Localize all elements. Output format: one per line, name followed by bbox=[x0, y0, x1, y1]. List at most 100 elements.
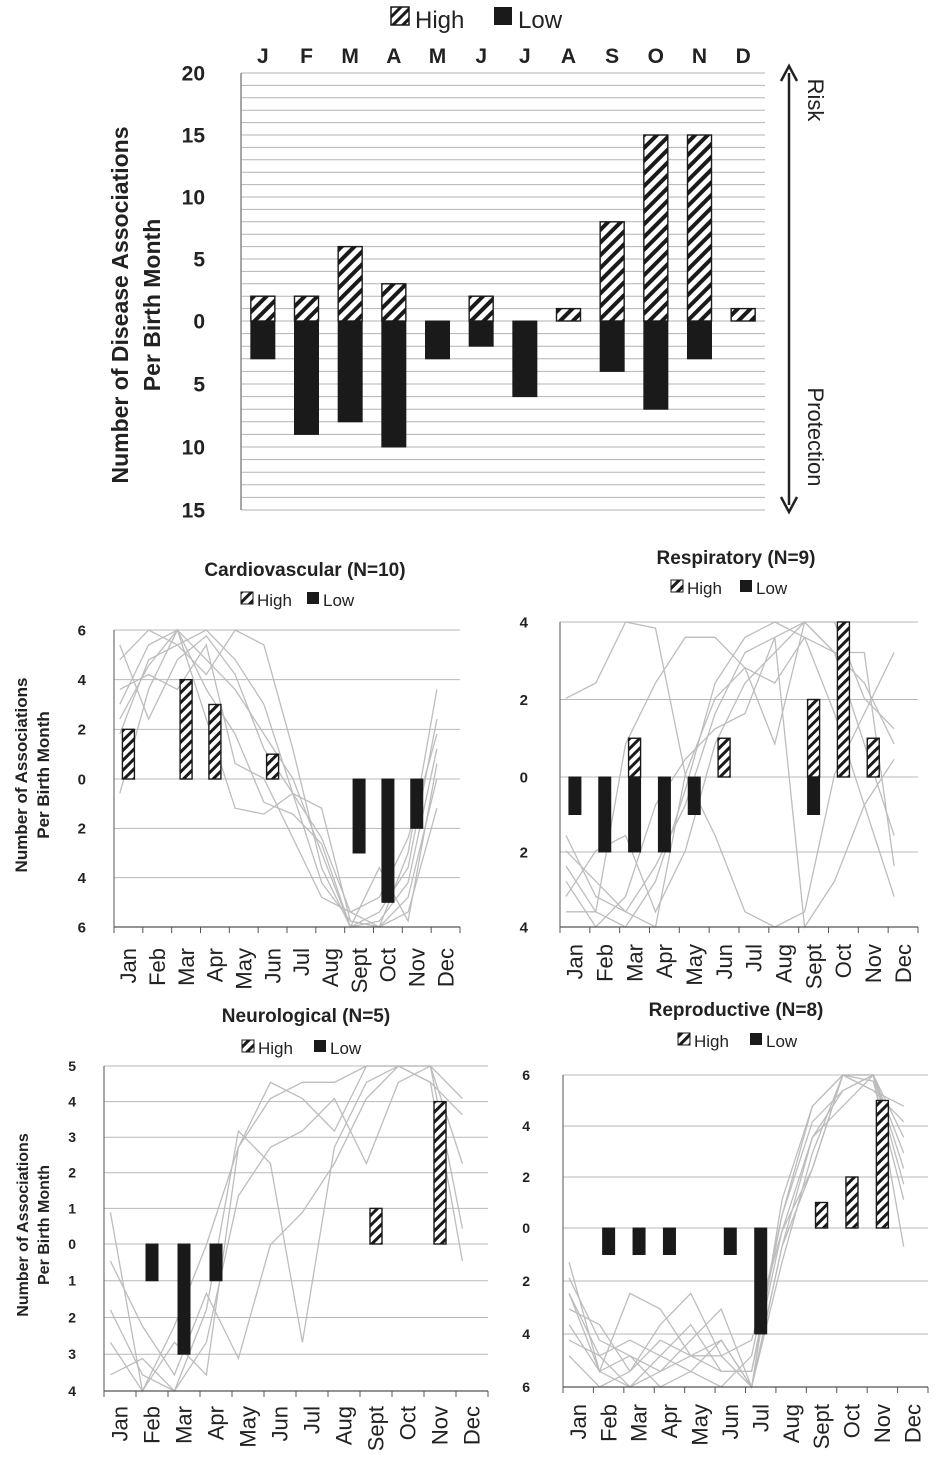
bar-high bbox=[250, 295, 276, 322]
reproductive-legend: High Low bbox=[677, 1032, 798, 1051]
reproductive-title: Reproductive (N=8) bbox=[649, 1000, 824, 1021]
legend-label-high: High bbox=[257, 591, 292, 610]
month-label: Jun bbox=[712, 944, 737, 979]
month-label: F bbox=[300, 45, 313, 68]
y-tick-label: 10 bbox=[182, 186, 205, 209]
legend-swatch-high bbox=[677, 1032, 691, 1046]
bar-low bbox=[657, 776, 671, 853]
month-label: Feb bbox=[140, 1406, 165, 1444]
month-label: Dec bbox=[460, 1406, 485, 1445]
neurological-month-labels: Jan Feb Mar Apr May Jun Jul Aug Sept Oct Nov Dec bbox=[108, 1406, 485, 1451]
month-label: J bbox=[475, 45, 487, 68]
annotation-protection: Protection bbox=[803, 387, 828, 486]
bar-low bbox=[687, 776, 701, 815]
y-tick-label: 2 bbox=[522, 1169, 530, 1185]
y-tick-label: 1 bbox=[68, 1200, 76, 1216]
y-tick-label: 6 bbox=[522, 1379, 530, 1395]
month-label: Mar bbox=[627, 1404, 652, 1442]
y-tick-label: 0 bbox=[520, 769, 528, 786]
respiratory-gridlines bbox=[559, 621, 919, 933]
trend-line bbox=[565, 637, 895, 929]
cardiovascular-bars bbox=[121, 678, 424, 903]
y-tick-label: 4 bbox=[68, 1383, 76, 1399]
bar-low bbox=[294, 320, 319, 435]
y-tick-label: 2 bbox=[78, 821, 86, 838]
bar-low bbox=[425, 320, 450, 360]
month-label: Mar bbox=[622, 944, 647, 982]
legend-swatch-high bbox=[390, 6, 410, 26]
cardiovascular-y-tick-labels: 6 4 2 0 2 4 6 bbox=[78, 622, 87, 936]
reproductive-gridlines bbox=[562, 1074, 929, 1393]
bar-high bbox=[599, 221, 625, 322]
y-tick-label: 6 bbox=[522, 1067, 530, 1083]
bar-high bbox=[717, 737, 731, 778]
main-bars bbox=[250, 134, 756, 448]
month-label: N bbox=[692, 45, 707, 68]
neurological-title: Neurological (N=5) bbox=[222, 1006, 390, 1027]
month-label: A bbox=[561, 45, 576, 68]
month-label: Oct bbox=[831, 944, 856, 978]
y-tick-label: 0 bbox=[78, 771, 86, 788]
month-label: Aug bbox=[318, 948, 343, 987]
bar-low bbox=[410, 778, 424, 829]
month-label: Sept bbox=[801, 944, 826, 989]
main-ylabel-line1: Number of Disease Associations bbox=[107, 126, 133, 483]
bar-low bbox=[352, 778, 366, 854]
respiratory-bars bbox=[568, 621, 880, 853]
bar-low bbox=[602, 1227, 616, 1255]
bar-low bbox=[512, 320, 538, 398]
y-tick-label: 6 bbox=[78, 919, 86, 936]
y-tick-label: 2 bbox=[522, 1273, 530, 1289]
legend-label-high: High bbox=[694, 1032, 729, 1051]
month-label: Apr bbox=[652, 944, 677, 978]
month-label: Jan bbox=[108, 1406, 133, 1441]
reproductive-bars bbox=[602, 1099, 890, 1335]
y-tick-label: 4 bbox=[520, 919, 529, 936]
bar-high bbox=[875, 1099, 890, 1229]
risk-protection-arrow bbox=[779, 63, 799, 515]
month-label: M bbox=[341, 45, 359, 68]
month-label: Feb bbox=[145, 948, 170, 986]
month-label: Feb bbox=[593, 944, 618, 982]
bar-low bbox=[632, 1227, 646, 1255]
month-label: Dec bbox=[901, 1404, 926, 1443]
month-label: O bbox=[648, 45, 664, 68]
month-label: Jun bbox=[718, 1404, 743, 1439]
trend-line bbox=[109, 1065, 464, 1392]
respiratory-month-labels: Jan Feb Mar Apr May Jun Jul Aug Sept Oct Nov Dec bbox=[563, 944, 916, 989]
bar-low bbox=[628, 776, 642, 853]
month-label: Oct bbox=[376, 948, 401, 982]
cardiovascular-title: Cardiovascular (N=10) bbox=[204, 560, 405, 581]
bar-high bbox=[845, 1176, 859, 1229]
cardiovascular-month-labels: Jan Feb Mar Apr May Jun Jul Aug Sept Oct Nov Dec bbox=[116, 948, 458, 993]
bar-low bbox=[145, 1243, 159, 1282]
month-label: Aug bbox=[779, 1404, 804, 1443]
month-label: D bbox=[736, 45, 751, 68]
month-label: Nov bbox=[861, 944, 886, 983]
month-label: J bbox=[519, 45, 531, 68]
y-tick-label: 1 bbox=[68, 1273, 76, 1289]
month-label: Mar bbox=[174, 948, 199, 986]
respiratory-title: Respiratory (N=9) bbox=[657, 548, 816, 569]
bar-high bbox=[627, 737, 642, 778]
month-label: Jul bbox=[748, 1404, 773, 1432]
bar-high bbox=[866, 737, 880, 778]
month-label: Aug bbox=[332, 1406, 357, 1445]
reproductive-month-labels: Jan Feb Mar Apr May Jun Jul Aug Sept Oct Nov Dec bbox=[566, 1404, 926, 1449]
trend-line bbox=[119, 629, 438, 928]
month-label: A bbox=[386, 45, 401, 68]
month-label: Apr bbox=[657, 1404, 682, 1438]
bar-high bbox=[468, 295, 494, 322]
month-label: May bbox=[236, 1406, 261, 1448]
bar-low bbox=[687, 320, 712, 360]
month-label: S bbox=[605, 45, 619, 68]
legend-label-high: High bbox=[258, 1039, 293, 1058]
neurological-trend-lines bbox=[109, 1065, 464, 1394]
y-tick-label: 4 bbox=[522, 1118, 530, 1134]
month-label: M bbox=[429, 45, 447, 68]
month-label: Sept bbox=[364, 1406, 389, 1451]
legend-label-high: High bbox=[415, 7, 464, 34]
month-label: Nov bbox=[428, 1406, 453, 1445]
bar-high bbox=[814, 1201, 829, 1229]
